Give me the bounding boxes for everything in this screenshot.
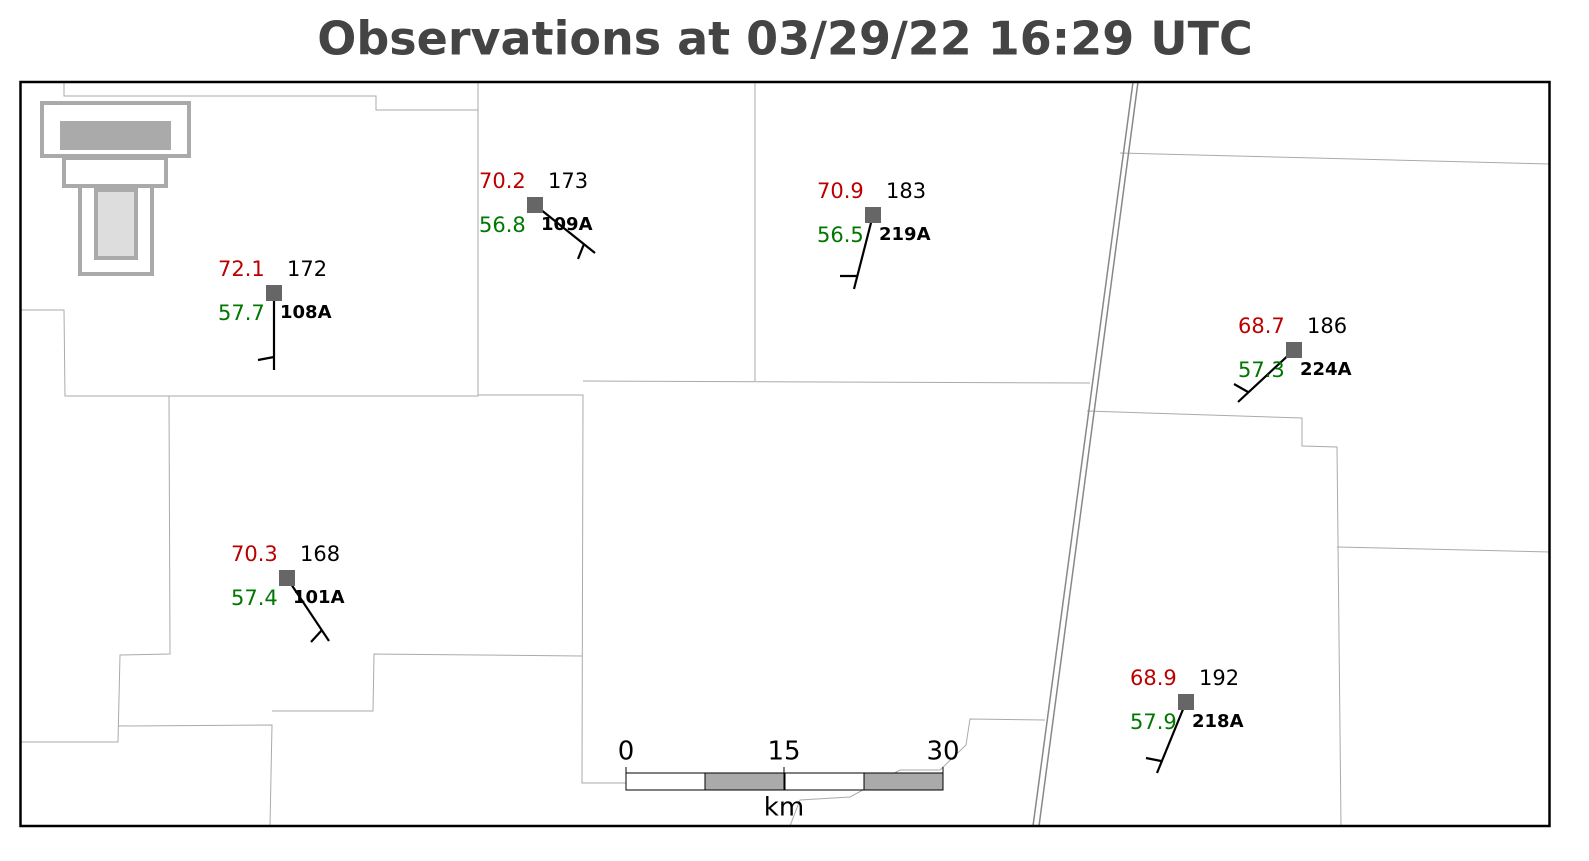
pressure: 168 <box>300 542 340 566</box>
dewpoint: 57.3 <box>1238 358 1285 382</box>
wind-barbs <box>257 204 1295 774</box>
scale-tick-label: 15 <box>767 737 800 767</box>
pressure: 173 <box>548 169 588 193</box>
station-marker <box>865 207 881 223</box>
station-marker <box>279 570 295 586</box>
scale-tick-label: 30 <box>926 737 959 767</box>
map-frame <box>19 80 1551 828</box>
station-marker <box>527 197 543 213</box>
station-id: 219A <box>879 224 931 245</box>
pressure: 192 <box>1199 666 1239 690</box>
temperature: 68.9 <box>1130 666 1177 690</box>
temperature: 72.1 <box>218 257 265 281</box>
dewpoint: 57.7 <box>218 301 265 325</box>
station-id: 101A <box>293 587 345 608</box>
station-marker <box>1178 694 1194 710</box>
stations: 72.1 172 57.7 108A 70.2 173 56.8 109A 70.9 183 56.… <box>218 169 1352 734</box>
county-lines <box>20 81 1551 827</box>
pressure: 183 <box>886 179 926 203</box>
dewpoint: 57.9 <box>1130 710 1177 734</box>
scale-tick-label: 0 <box>618 737 635 767</box>
dewpoint: 56.5 <box>817 223 864 247</box>
temperature: 70.2 <box>479 169 526 193</box>
station-id: 109A <box>541 214 593 235</box>
dewpoint: 56.8 <box>479 213 526 237</box>
station-id: 218A <box>1192 711 1244 732</box>
pressure: 172 <box>287 257 327 281</box>
station-id: 108A <box>280 302 332 323</box>
temperature: 70.3 <box>231 542 278 566</box>
station-id: 224A <box>1300 359 1352 380</box>
dewpoint: 57.4 <box>231 586 278 610</box>
station-marker <box>266 285 282 301</box>
scale-unit: km <box>764 793 804 823</box>
title: Observations at 03/29/22 16:29 UTC <box>317 12 1252 66</box>
temperature: 70.9 <box>817 179 864 203</box>
station-marker <box>1286 342 1302 358</box>
logo <box>40 101 191 276</box>
scale-bar: km 0 15 30 <box>618 737 960 823</box>
temperature: 68.7 <box>1238 314 1285 338</box>
pressure: 186 <box>1307 314 1347 338</box>
